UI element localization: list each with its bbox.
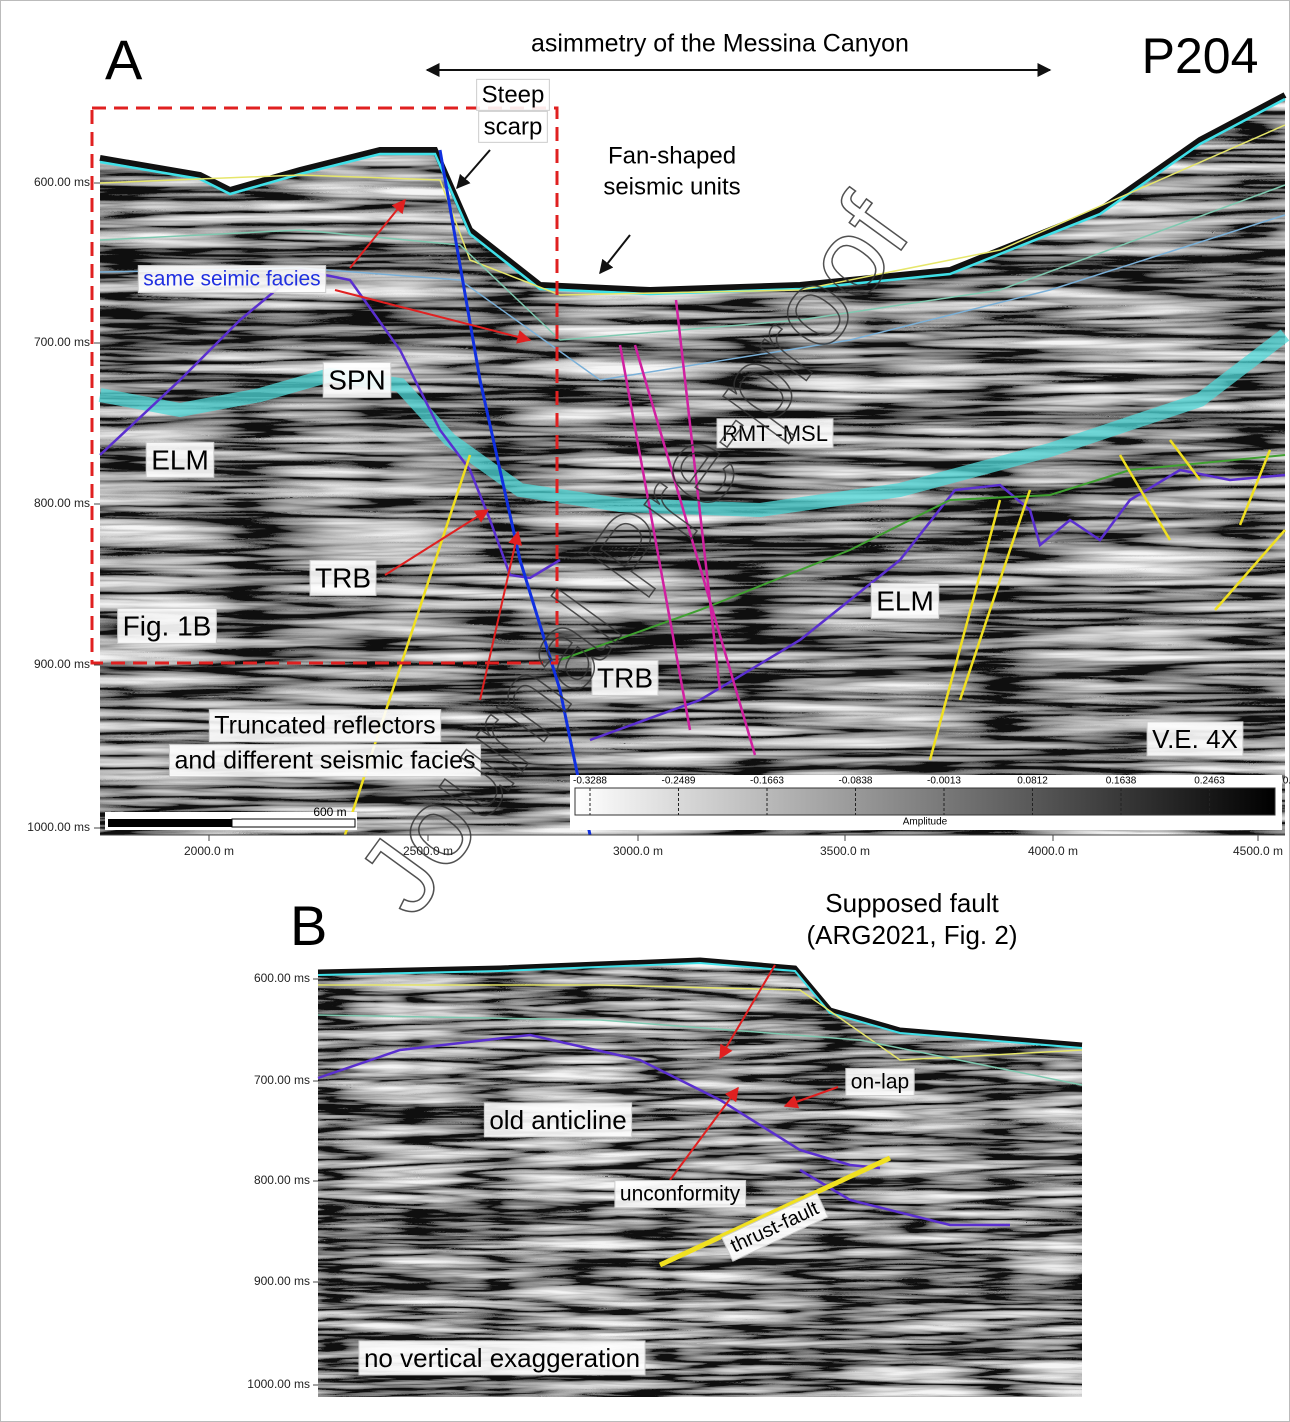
y-tick-label: 800.00 ms: [34, 496, 90, 510]
y-tick-label: 1000.00 ms: [247, 1377, 310, 1391]
annotation: seismic units: [603, 173, 740, 200]
annotation: unconformity: [620, 1183, 741, 1206]
colorbar-tick-label: -0.0838: [839, 776, 873, 787]
figure: -0.3288 -0.2489 -0.1663 -0.0838 -0.0013 0.081…: [0, 0, 1290, 1422]
y-tick-label: 1000.00 ms: [27, 820, 90, 834]
colorbar: [575, 788, 1275, 815]
unit-label: TRB: [315, 562, 371, 593]
annotation: same seimic facies: [143, 268, 320, 291]
arrow: [457, 150, 490, 188]
fig-ref: Fig. 1B: [123, 610, 212, 641]
x-tick-label: 4000.0 m: [1028, 844, 1078, 858]
panel-label: B: [290, 894, 327, 957]
colorbar-tick-label: 0.1638: [1106, 776, 1137, 787]
annotation: on-lap: [851, 1071, 909, 1094]
panel-label: A: [105, 28, 143, 91]
x-tick-label: 2000.0 m: [184, 844, 234, 858]
annotation: Supposed fault: [825, 888, 999, 918]
annotation: no vertical exaggeration: [364, 1343, 640, 1373]
y-tick-label: 600.00 ms: [254, 971, 310, 985]
colorbar-tick-label: -0.1663: [750, 776, 784, 787]
y-tick-label: 700.00 ms: [254, 1073, 310, 1087]
y-tick-label: 800.00 ms: [254, 1173, 310, 1187]
colorbar-title: Amplitude: [903, 817, 948, 828]
y-tick-label: 700.00 ms: [34, 335, 90, 349]
colorbar-tick-label: 0.2463: [1194, 776, 1225, 787]
scale-bar: [232, 819, 355, 827]
annotation: Fan-shaped: [608, 142, 736, 169]
colorbar-tick-label: 0.0812: [1017, 776, 1048, 787]
x-tick-label: 4500.0 m: [1233, 844, 1283, 858]
annotation: Steep: [482, 81, 545, 108]
annotation: old anticline: [489, 1105, 626, 1135]
seismic-section-b: [318, 955, 1082, 1397]
colorbar-tick-label: -0.2489: [662, 776, 696, 787]
arrow: [600, 235, 630, 273]
colorbar-tick-label: 0.3288: [1283, 776, 1290, 787]
canyon-label: asimmetry of the Messina Canyon: [531, 30, 909, 58]
y-tick-label: 900.00 ms: [34, 657, 90, 671]
unit-label: SPN: [328, 364, 386, 395]
y-tick-label: 900.00 ms: [254, 1274, 310, 1288]
colorbar-tick-label: -0.0013: [927, 776, 961, 787]
x-tick-label: 3000.0 m: [613, 844, 663, 858]
profile-name: P204: [1142, 28, 1259, 84]
scale-bar-label: 600 m: [313, 805, 346, 819]
ve-label: V.E. 4X: [1152, 724, 1238, 754]
y-tick-label: 600.00 ms: [34, 175, 90, 189]
colorbar-tick-label: -0.3288: [573, 776, 607, 787]
scale-bar: [108, 819, 232, 827]
x-tick-label: 3500.0 m: [820, 844, 870, 858]
annotation: scarp: [484, 113, 543, 140]
annotation: (ARG2021, Fig. 2): [807, 920, 1018, 950]
unit-label: ELM: [876, 585, 934, 616]
annotation: Truncated reflectors: [214, 712, 435, 740]
unit-label: ELM: [151, 444, 209, 475]
x-tick-label: 2500.0 m: [403, 844, 453, 858]
